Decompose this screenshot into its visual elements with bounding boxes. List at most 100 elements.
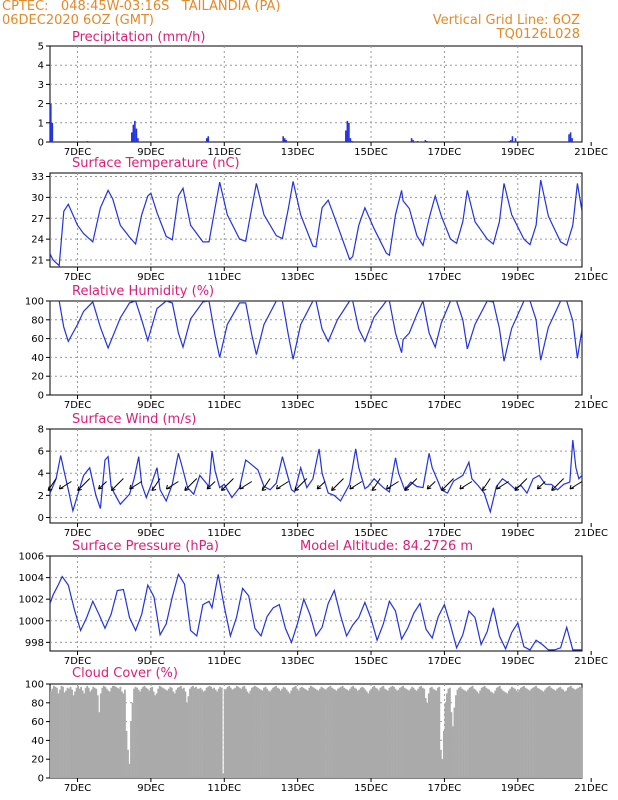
cloud-cover-bar — [77, 685, 80, 778]
cloud-cover-bar — [521, 686, 524, 778]
cloud-cover-bar — [108, 691, 111, 778]
cloud-cover-bar — [415, 690, 418, 778]
panel-title: Surface Temperature (nC) — [72, 156, 240, 171]
wind-arrow-head — [496, 484, 501, 490]
precipitation-bar — [135, 128, 138, 142]
x-tick-label: 11DEC — [207, 528, 241, 539]
y-tick-label: 40 — [31, 353, 44, 364]
wind-arrow-head — [441, 486, 446, 491]
cloud-cover-bar — [53, 685, 55, 778]
wind-arrow-shaft — [441, 478, 454, 491]
cloud-cover-bar — [54, 686, 57, 778]
cloud-cover-bar — [130, 721, 132, 778]
cloud-cover-bar — [498, 685, 501, 778]
cloud-cover-bar — [243, 685, 246, 778]
panel-frame — [49, 172, 583, 268]
cloud-cover-bar — [62, 686, 64, 778]
cloud-cover-bar — [435, 690, 438, 778]
precipitation-bar — [510, 140, 512, 142]
series-line — [50, 301, 582, 362]
cloud-cover-bar — [305, 689, 308, 778]
cloud-cover-bar — [526, 688, 528, 778]
y-tick-label: 2 — [38, 491, 44, 502]
cloud-cover-bar — [225, 688, 228, 778]
cloud-cover-bar — [429, 687, 432, 778]
precipitation-bar — [86, 141, 89, 142]
cloud-cover-bar — [557, 687, 560, 778]
cloud-cover-bar — [509, 688, 512, 778]
cloud-cover-bar — [323, 688, 326, 778]
y-tick-label: 27 — [31, 214, 44, 225]
cloud-cover-bar — [78, 688, 81, 778]
cloud-cover-bar — [114, 686, 117, 778]
cloud-cover-bar — [287, 691, 290, 778]
cloud-cover-bar — [566, 687, 569, 778]
y-tick-label: 0 — [38, 513, 44, 524]
cloud-cover-bar — [290, 690, 293, 778]
wind-arrow-head — [129, 484, 134, 490]
cloud-cover-bar — [219, 686, 222, 778]
cloud-cover-bar — [72, 695, 75, 778]
cloud-cover-bar — [125, 731, 128, 778]
cloud-cover-bar — [562, 689, 565, 778]
cloud-cover-bar — [291, 687, 294, 778]
cloud-cover-bar — [249, 690, 252, 778]
y-tick-label: 100 — [25, 297, 44, 308]
panel-title: Precipitation (mm/h) — [72, 30, 205, 45]
cloud-cover-bar — [296, 688, 299, 778]
y-tick-label: 1006 — [19, 552, 44, 563]
cloud-cover-bar — [267, 690, 270, 778]
precipitation-bar — [283, 138, 286, 142]
x-tick-label: 9DEC — [137, 656, 164, 667]
x-tick-label: 9DEC — [137, 783, 164, 794]
cloud-cover-bar — [544, 689, 547, 778]
cloud-cover-bar — [232, 688, 235, 778]
series-line — [50, 572, 582, 651]
wind-arrow-shaft — [316, 481, 326, 490]
cloud-cover-bar — [397, 689, 400, 778]
x-tick-label: 21DEC — [574, 656, 608, 667]
cloud-cover-bar — [433, 689, 436, 778]
wind-arrow-head — [316, 484, 322, 490]
cloud-cover-bar — [441, 759, 444, 778]
x-tick-label: 9DEC — [137, 272, 164, 283]
cloud-cover-bar — [556, 688, 559, 778]
cloud-cover-bar — [529, 690, 531, 778]
cloud-cover-bar — [467, 689, 469, 778]
cloud-cover-bar — [492, 693, 495, 778]
cloud-cover-bar — [365, 691, 368, 778]
cloud-cover-bar — [275, 685, 278, 778]
cloud-cover-bar — [322, 687, 324, 778]
x-tick-label: 19DEC — [501, 400, 535, 411]
precipitation-bar — [410, 138, 413, 142]
cloud-cover-bar — [450, 712, 453, 778]
cloud-cover-bar — [93, 687, 96, 778]
x-tick-label: 19DEC — [501, 147, 535, 158]
wind-arrow-shaft — [111, 478, 124, 491]
cloud-cover-bar — [409, 688, 412, 778]
wind-arrow-shaft — [459, 481, 473, 490]
cloud-cover-bar — [471, 685, 474, 778]
wind-arrow-shaft — [349, 481, 363, 490]
wind-arrow-shaft — [371, 478, 381, 491]
cloud-cover-bar — [68, 688, 70, 778]
wind-arrow-head — [349, 484, 354, 490]
cloud-cover-bar — [491, 692, 494, 778]
wind-arrow-shaft — [221, 478, 234, 491]
cloud-cover-bar — [137, 689, 140, 778]
y-tick-label: 0 — [38, 774, 44, 785]
cloud-cover-bar — [488, 689, 491, 778]
cloud-cover-bar — [99, 693, 102, 778]
header-date: 06DEC2020 6OZ (GMT) — [2, 13, 154, 28]
cloud-cover-bar — [260, 689, 262, 778]
cloud-cover-bar — [167, 688, 170, 778]
x-tick-label: 11DEC — [207, 272, 241, 283]
cloud-cover-bar — [418, 686, 421, 778]
wind-arrow-head — [98, 484, 103, 490]
cloud-cover-bar — [317, 690, 320, 778]
cloud-cover-bar — [430, 686, 433, 778]
cloud-cover-bar — [210, 686, 213, 778]
cloud-cover-bar — [251, 687, 253, 778]
wind-arrow-head — [551, 486, 556, 491]
cloud-cover-bar — [320, 686, 323, 778]
